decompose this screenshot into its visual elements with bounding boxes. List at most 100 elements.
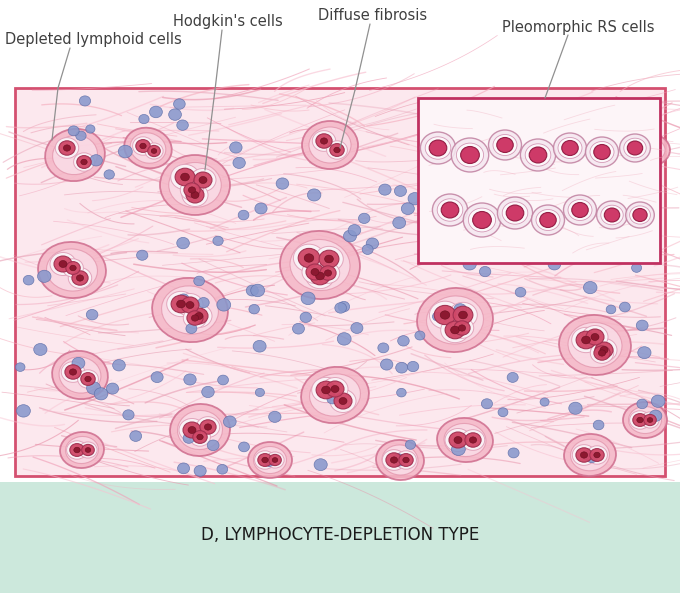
Ellipse shape [630, 134, 670, 166]
Ellipse shape [300, 312, 311, 323]
Ellipse shape [641, 412, 659, 428]
Ellipse shape [160, 155, 230, 215]
Ellipse shape [52, 135, 97, 174]
Ellipse shape [339, 397, 347, 404]
Ellipse shape [562, 141, 578, 155]
Ellipse shape [441, 317, 469, 343]
Ellipse shape [307, 189, 321, 201]
Ellipse shape [190, 428, 210, 446]
Ellipse shape [585, 224, 611, 247]
Ellipse shape [594, 452, 600, 458]
Ellipse shape [133, 137, 154, 155]
Ellipse shape [170, 404, 230, 456]
Ellipse shape [59, 141, 75, 155]
Ellipse shape [441, 254, 452, 264]
Ellipse shape [647, 152, 653, 157]
Ellipse shape [316, 134, 332, 148]
Ellipse shape [540, 212, 556, 228]
Ellipse shape [74, 447, 80, 453]
Ellipse shape [382, 445, 418, 475]
Ellipse shape [379, 184, 391, 195]
Ellipse shape [647, 145, 653, 151]
Ellipse shape [591, 339, 617, 362]
Ellipse shape [213, 236, 223, 246]
Ellipse shape [65, 436, 99, 464]
Ellipse shape [627, 141, 643, 155]
Ellipse shape [449, 432, 467, 448]
Ellipse shape [536, 149, 550, 162]
Ellipse shape [456, 190, 479, 211]
Ellipse shape [181, 297, 199, 313]
Ellipse shape [439, 178, 465, 202]
Ellipse shape [145, 143, 163, 159]
Text: Pleomorphic RS cells: Pleomorphic RS cells [502, 20, 654, 35]
Ellipse shape [578, 249, 588, 259]
Ellipse shape [426, 296, 483, 344]
Ellipse shape [205, 424, 211, 430]
Ellipse shape [324, 255, 333, 263]
Ellipse shape [624, 138, 646, 158]
Ellipse shape [581, 336, 590, 344]
Ellipse shape [327, 394, 338, 404]
Ellipse shape [505, 190, 519, 203]
Ellipse shape [529, 147, 547, 163]
Ellipse shape [326, 141, 347, 159]
Ellipse shape [531, 144, 565, 173]
Ellipse shape [572, 327, 600, 353]
Ellipse shape [178, 294, 189, 304]
Ellipse shape [299, 248, 320, 267]
Ellipse shape [266, 452, 284, 468]
Ellipse shape [306, 263, 335, 289]
Ellipse shape [23, 275, 34, 285]
Ellipse shape [394, 454, 404, 463]
Ellipse shape [437, 418, 493, 462]
Ellipse shape [280, 231, 360, 299]
Ellipse shape [123, 410, 134, 420]
Ellipse shape [454, 436, 462, 444]
Ellipse shape [72, 271, 88, 285]
Ellipse shape [265, 458, 274, 467]
Ellipse shape [81, 372, 95, 385]
Ellipse shape [585, 235, 593, 243]
Ellipse shape [606, 305, 616, 314]
Ellipse shape [590, 142, 614, 162]
Ellipse shape [136, 139, 150, 152]
Ellipse shape [463, 250, 473, 259]
Ellipse shape [572, 202, 588, 218]
Ellipse shape [594, 346, 610, 360]
Ellipse shape [253, 340, 266, 352]
Text: Diffuse fibrosis: Diffuse fibrosis [318, 8, 428, 23]
Ellipse shape [508, 448, 519, 458]
Ellipse shape [85, 448, 91, 452]
Ellipse shape [367, 238, 379, 249]
Ellipse shape [198, 298, 209, 308]
Ellipse shape [246, 285, 258, 296]
Ellipse shape [63, 259, 84, 277]
Ellipse shape [456, 143, 483, 167]
Ellipse shape [596, 201, 628, 229]
Ellipse shape [647, 180, 658, 189]
Ellipse shape [202, 386, 214, 397]
Ellipse shape [217, 299, 231, 311]
Ellipse shape [331, 385, 339, 393]
Ellipse shape [503, 185, 516, 196]
Ellipse shape [326, 381, 344, 397]
Ellipse shape [465, 433, 481, 447]
Ellipse shape [435, 216, 447, 228]
Ellipse shape [394, 457, 405, 466]
Ellipse shape [551, 181, 561, 189]
Ellipse shape [186, 304, 212, 327]
Ellipse shape [162, 286, 218, 334]
Ellipse shape [647, 417, 653, 422]
Ellipse shape [633, 413, 647, 426]
Ellipse shape [61, 362, 85, 382]
Ellipse shape [463, 203, 500, 237]
Ellipse shape [224, 416, 236, 428]
Ellipse shape [460, 193, 476, 207]
Ellipse shape [619, 302, 630, 312]
Bar [15, 88, 665, 476]
Ellipse shape [590, 343, 614, 364]
Ellipse shape [576, 448, 592, 462]
Ellipse shape [445, 321, 465, 339]
Ellipse shape [276, 178, 289, 189]
